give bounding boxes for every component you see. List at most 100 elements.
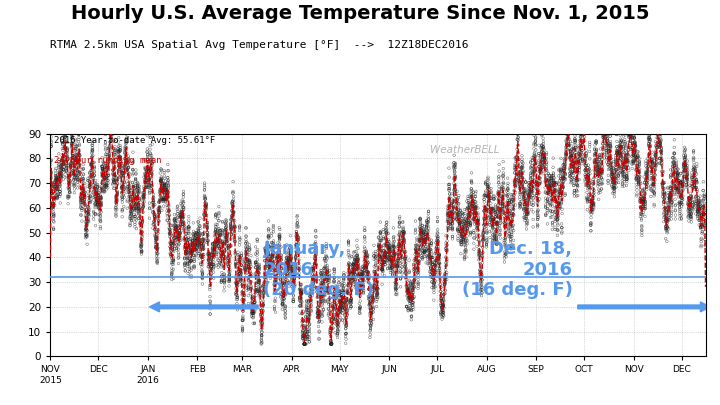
Point	[679, 156, 690, 162]
Point	[207, 256, 219, 262]
Point	[489, 209, 500, 215]
Point	[77, 175, 89, 182]
Point	[120, 160, 132, 166]
Point	[526, 157, 538, 164]
Point	[156, 188, 168, 195]
Point	[395, 256, 407, 262]
Point	[184, 269, 195, 275]
Point	[192, 238, 204, 244]
Point	[360, 264, 372, 271]
Point	[303, 339, 315, 345]
Point	[611, 131, 622, 138]
Point	[194, 232, 205, 239]
Point	[53, 177, 64, 184]
Point	[249, 299, 261, 306]
Point	[121, 169, 132, 176]
Point	[575, 152, 587, 158]
Point	[329, 294, 341, 301]
Point	[543, 189, 554, 196]
Point	[433, 263, 444, 269]
Point	[611, 180, 622, 186]
Point	[262, 262, 274, 269]
Point	[565, 177, 577, 183]
Point	[179, 243, 191, 249]
Point	[251, 273, 262, 279]
Point	[138, 196, 149, 202]
Point	[392, 260, 403, 266]
Point	[252, 279, 264, 285]
Point	[124, 200, 135, 206]
Point	[330, 285, 341, 291]
Point	[215, 231, 226, 237]
Point	[90, 211, 102, 217]
Point	[695, 204, 706, 210]
Point	[151, 245, 163, 252]
Point	[240, 247, 252, 254]
Point	[568, 155, 580, 161]
Point	[644, 142, 656, 148]
Point	[310, 273, 322, 279]
Point	[361, 268, 372, 275]
Point	[330, 306, 341, 313]
Point	[638, 198, 649, 205]
Point	[649, 162, 661, 168]
Point	[527, 224, 539, 230]
Point	[111, 194, 122, 200]
Point	[639, 185, 650, 192]
Point	[382, 257, 393, 264]
Point	[267, 249, 279, 256]
Point	[238, 308, 249, 314]
Point	[603, 156, 615, 163]
Point	[693, 197, 705, 204]
Point	[661, 210, 672, 216]
Point	[526, 201, 537, 208]
Point	[517, 181, 528, 188]
Point	[576, 130, 588, 137]
Point	[384, 249, 395, 256]
Point	[303, 326, 315, 333]
Point	[590, 138, 602, 145]
Point	[169, 229, 181, 235]
Point	[140, 169, 152, 175]
Point	[321, 288, 333, 294]
Point	[446, 200, 457, 207]
Point	[279, 272, 290, 279]
Point	[220, 234, 231, 241]
Point	[111, 182, 122, 188]
Point	[569, 187, 580, 194]
Point	[312, 309, 323, 315]
Point	[159, 184, 171, 191]
Point	[384, 244, 395, 251]
Point	[148, 209, 159, 216]
Point	[334, 308, 346, 315]
Point	[477, 233, 489, 239]
Point	[292, 234, 304, 240]
Point	[178, 188, 189, 195]
Point	[428, 286, 440, 293]
Point	[111, 207, 122, 213]
Point	[230, 291, 242, 298]
Point	[170, 219, 181, 225]
Point	[429, 262, 441, 269]
Point	[642, 167, 653, 173]
Point	[455, 217, 467, 223]
Point	[125, 215, 136, 222]
Point	[472, 222, 484, 228]
Point	[627, 134, 639, 141]
Point	[344, 253, 356, 259]
Point	[515, 172, 526, 179]
Point	[204, 251, 215, 258]
Point	[412, 264, 423, 270]
Point	[89, 191, 101, 198]
Point	[109, 150, 120, 157]
Point	[288, 273, 300, 280]
Point	[372, 296, 383, 303]
Point	[624, 130, 636, 137]
Point	[593, 164, 604, 170]
Point	[204, 303, 216, 309]
Point	[384, 249, 396, 255]
Point	[410, 242, 421, 249]
Point	[499, 210, 510, 217]
Point	[351, 251, 363, 258]
Point	[361, 254, 373, 261]
